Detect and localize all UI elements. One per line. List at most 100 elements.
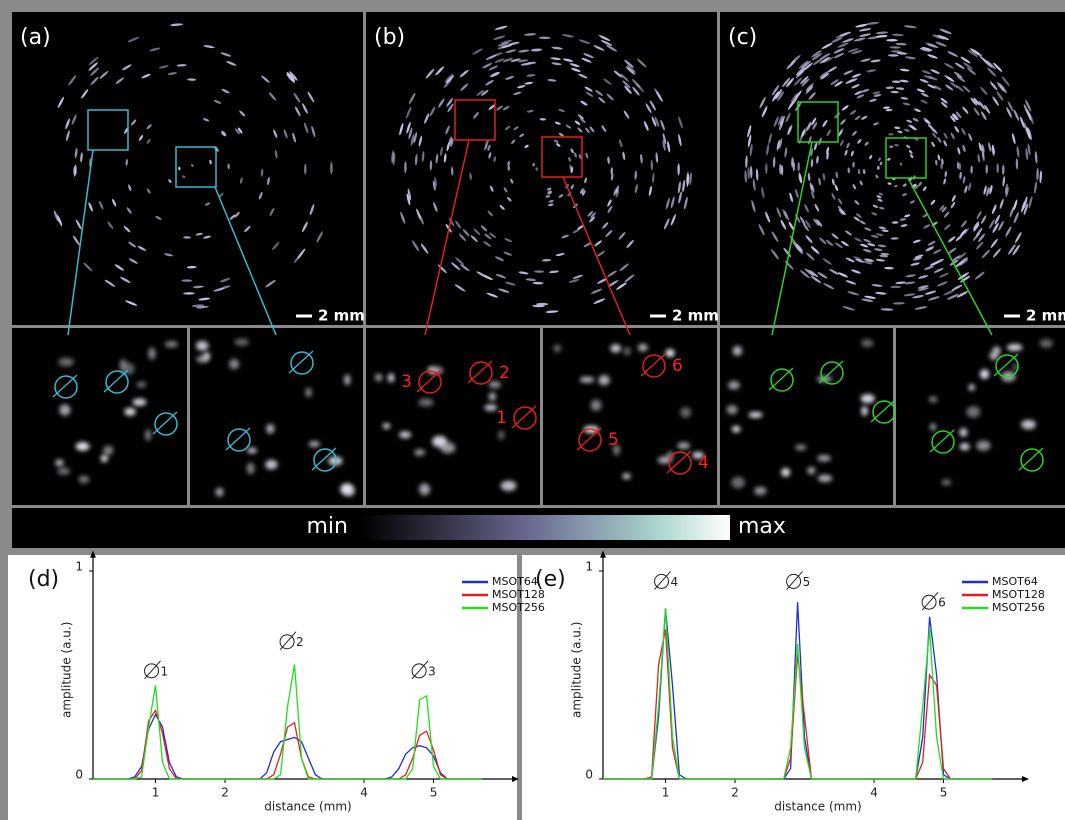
speckle (966, 67, 977, 75)
speckle (921, 47, 933, 51)
zoom-box (87, 109, 129, 151)
speckle (535, 167, 538, 171)
speckle (808, 92, 816, 100)
speckle (421, 151, 425, 163)
zoom-image (366, 328, 540, 505)
speckle (938, 272, 949, 278)
blob (781, 467, 791, 477)
speckle (624, 274, 635, 283)
speckle (957, 273, 968, 280)
speckle (494, 58, 505, 63)
speckle (780, 219, 787, 230)
speckle (954, 125, 960, 133)
blob (164, 341, 178, 348)
speckle (992, 96, 999, 106)
speckle (912, 183, 917, 188)
speckle (811, 117, 817, 126)
speckle (294, 106, 301, 117)
blob (266, 423, 275, 434)
speckle (845, 280, 857, 285)
speckle (432, 180, 436, 191)
blob (103, 445, 114, 456)
speckle (99, 200, 104, 210)
speckle (488, 152, 492, 159)
speckle (906, 144, 911, 149)
speckle (945, 84, 954, 91)
blob (196, 355, 209, 363)
marker-label: 3 (401, 372, 412, 392)
speckle (837, 42, 849, 48)
speckle (573, 152, 577, 158)
speckle (500, 39, 513, 44)
speckle (875, 233, 884, 237)
speckle (545, 310, 559, 314)
speckle (846, 142, 850, 149)
speckle (771, 231, 779, 243)
speckle (648, 185, 653, 197)
speckle (873, 94, 882, 97)
marker-circle (418, 370, 442, 394)
speckle (850, 269, 861, 274)
marker-line (818, 360, 844, 384)
speckle (779, 163, 782, 175)
speckle (482, 62, 493, 69)
speckle (816, 219, 823, 227)
marker-line (467, 360, 493, 384)
speckle (981, 111, 987, 121)
blob (748, 411, 763, 418)
speckle (900, 224, 908, 227)
speckle (878, 244, 887, 248)
speckle (902, 102, 911, 106)
speckle (903, 25, 917, 29)
speckle (649, 100, 656, 111)
speckle (856, 94, 865, 99)
annotation-icon (144, 663, 160, 679)
marker-line (225, 427, 251, 451)
legend-label: MSOT128 (492, 588, 545, 601)
speckle (986, 186, 990, 197)
speckle (962, 106, 969, 114)
legend-label: MSOT128 (992, 588, 1045, 601)
speckle (883, 106, 891, 109)
speckle (572, 274, 584, 279)
annotation-icon (411, 663, 427, 679)
speckle (819, 237, 827, 245)
speckle (583, 53, 594, 58)
speckle (910, 262, 920, 266)
speckle (864, 227, 872, 231)
speckle (838, 209, 844, 216)
speckle (580, 118, 586, 124)
speckle (989, 184, 993, 195)
marker-circle (54, 375, 78, 399)
speckle (689, 172, 692, 186)
speckle (307, 91, 315, 103)
zoom-box (541, 136, 583, 178)
speckle (489, 232, 497, 239)
speckle (820, 72, 830, 80)
colorbar-max: max (738, 514, 786, 539)
speckle (651, 116, 657, 127)
speckle (841, 241, 849, 247)
speckle (943, 211, 950, 218)
x-tick-label: 4 (870, 786, 878, 800)
speckle (862, 169, 866, 175)
speckle (954, 261, 964, 268)
speckle (880, 252, 890, 256)
speckle (605, 230, 613, 237)
blob (488, 392, 496, 402)
speckle (957, 147, 961, 155)
speckle (482, 274, 493, 281)
marker-line (768, 367, 794, 391)
speckle (525, 278, 537, 281)
speckle (810, 190, 815, 199)
x-tick-label: 2 (731, 786, 739, 800)
speckle (819, 53, 831, 60)
speckle (510, 178, 514, 184)
speckle (941, 206, 947, 213)
speckle (495, 273, 507, 279)
speckle (991, 146, 995, 157)
speckle (610, 173, 614, 181)
arrow (512, 776, 519, 782)
speckle (244, 225, 251, 233)
speckle (640, 153, 643, 164)
